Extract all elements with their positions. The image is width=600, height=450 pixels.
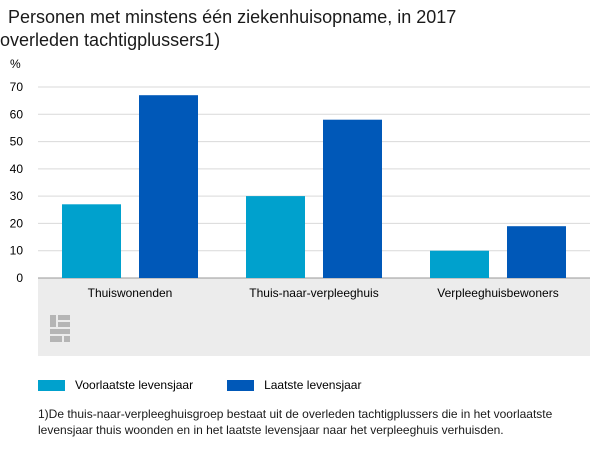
bar-chart: 0 10 20 30 40 50 60 70 % Thuiswonenden Thuis-naa… (10, 57, 590, 356)
bar-verpleeghuisbewoners-laatste (507, 226, 566, 278)
chart-title-line-2: overleden tachtigplussers1) (0, 30, 221, 50)
legend-swatch-laatste (227, 379, 255, 391)
category-axis-band (38, 278, 590, 356)
x-axis-tick-labels: Thuiswonenden Thuis-naar-verpleeghuis Verp… (88, 286, 559, 300)
legend-label-voorlaatste: Voorlaatste levensjaar (75, 378, 194, 392)
bar-thuiswonenden-voorlaatste (62, 204, 121, 278)
gridlines (38, 86, 590, 279)
cbs-logo-icon (50, 315, 70, 342)
x-tick-label: Verpleeghuisbewoners (437, 286, 558, 300)
y-tick-label: 10 (10, 244, 24, 258)
x-tick-label: Thuiswonenden (88, 286, 173, 300)
y-tick-label: 70 (10, 80, 24, 94)
bar-verpleeghuisbewoners-voorlaatste (430, 250, 489, 278)
bars (62, 95, 566, 278)
bar-thuiswonenden-laatste (139, 95, 198, 278)
bar-thuis-naar-verpleeghuis-voorlaatste (246, 196, 305, 278)
legend: Voorlaatste levensjaar Laatste levensjaa… (38, 377, 395, 393)
legend-label-laatste: Laatste levensjaar (264, 378, 362, 392)
y-tick-label: 60 (10, 107, 24, 121)
y-tick-label: 40 (10, 162, 24, 176)
y-tick-label: 20 (10, 216, 24, 230)
chart-title-line-1: Personen met minstens één ziekenhuisopna… (8, 7, 457, 27)
legend-item-voorlaatste: Voorlaatste levensjaar (38, 377, 193, 393)
y-tick-label: 50 (10, 135, 24, 149)
legend-item-laatste: Laatste levensjaar (227, 377, 361, 393)
x-tick-label: Thuis-naar-verpleeghuis (249, 286, 378, 300)
chart-title: Personen met minstens één ziekenhuisopna… (0, 6, 600, 52)
footnote: 1)De thuis-naar-verpleeghuisgroep bestaa… (38, 407, 553, 437)
legend-swatch-voorlaatste (38, 379, 65, 391)
y-tick-label: 0 (16, 271, 23, 285)
y-axis-label: % (10, 57, 21, 71)
bar-thuis-naar-verpleeghuis-laatste (323, 119, 382, 278)
y-axis-tick-labels: 0 10 20 30 40 50 60 70 (10, 80, 24, 285)
y-tick-label: 30 (10, 189, 24, 203)
